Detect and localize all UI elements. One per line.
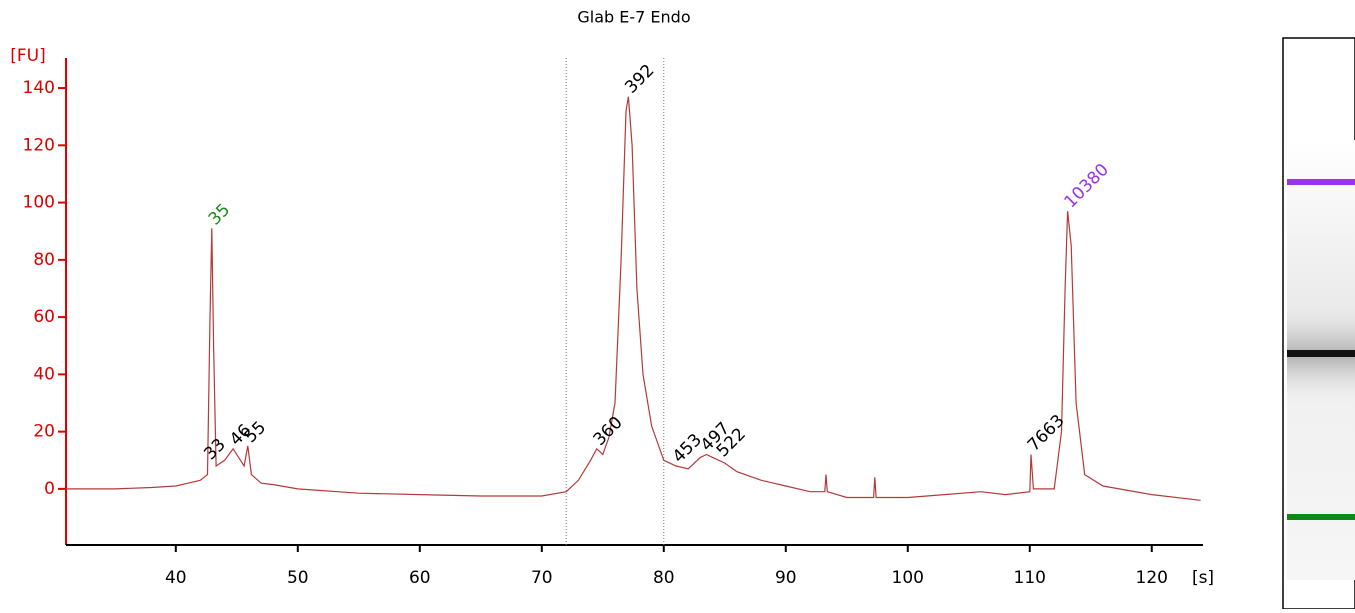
trace [66, 96, 1201, 501]
y-tick-label: 140 [23, 78, 55, 98]
peak-label: 392 [621, 61, 658, 98]
x-tick-label: 100 [892, 568, 924, 588]
x-axis-label: [s] [1192, 568, 1214, 588]
peak-label: 453 [669, 430, 706, 467]
y-tick-label: 20 [33, 422, 55, 442]
y-tick-label: 80 [33, 250, 55, 270]
y-axis-label: [FU] [10, 46, 46, 66]
peak-label: 35 [205, 200, 234, 229]
x-tick-label: 110 [1014, 568, 1046, 588]
lower-marker-band [1287, 514, 1355, 520]
upper-marker-band [1287, 179, 1355, 185]
y-tick-label: 60 [33, 307, 55, 327]
x-tick-label: 90 [775, 568, 797, 588]
y-tick-label: 100 [23, 193, 55, 213]
peak-label: 10380 [1061, 160, 1113, 212]
x-tick-label: 50 [287, 568, 309, 588]
chart-title: Glab E-7 Endo [577, 8, 690, 27]
x-tick-label: 40 [165, 568, 187, 588]
peak-label: 360 [590, 413, 627, 450]
main-band [1287, 350, 1355, 357]
x-tick-label: 60 [409, 568, 431, 588]
x-tick-label: 70 [531, 568, 553, 588]
y-tick-label: 40 [33, 364, 55, 384]
gel-lane [1282, 37, 1355, 610]
x-tick-label: 80 [653, 568, 675, 588]
x-tick-label: 120 [1136, 568, 1168, 588]
y-tick-label: 0 [44, 479, 55, 499]
y-tick-label: 120 [23, 135, 55, 155]
